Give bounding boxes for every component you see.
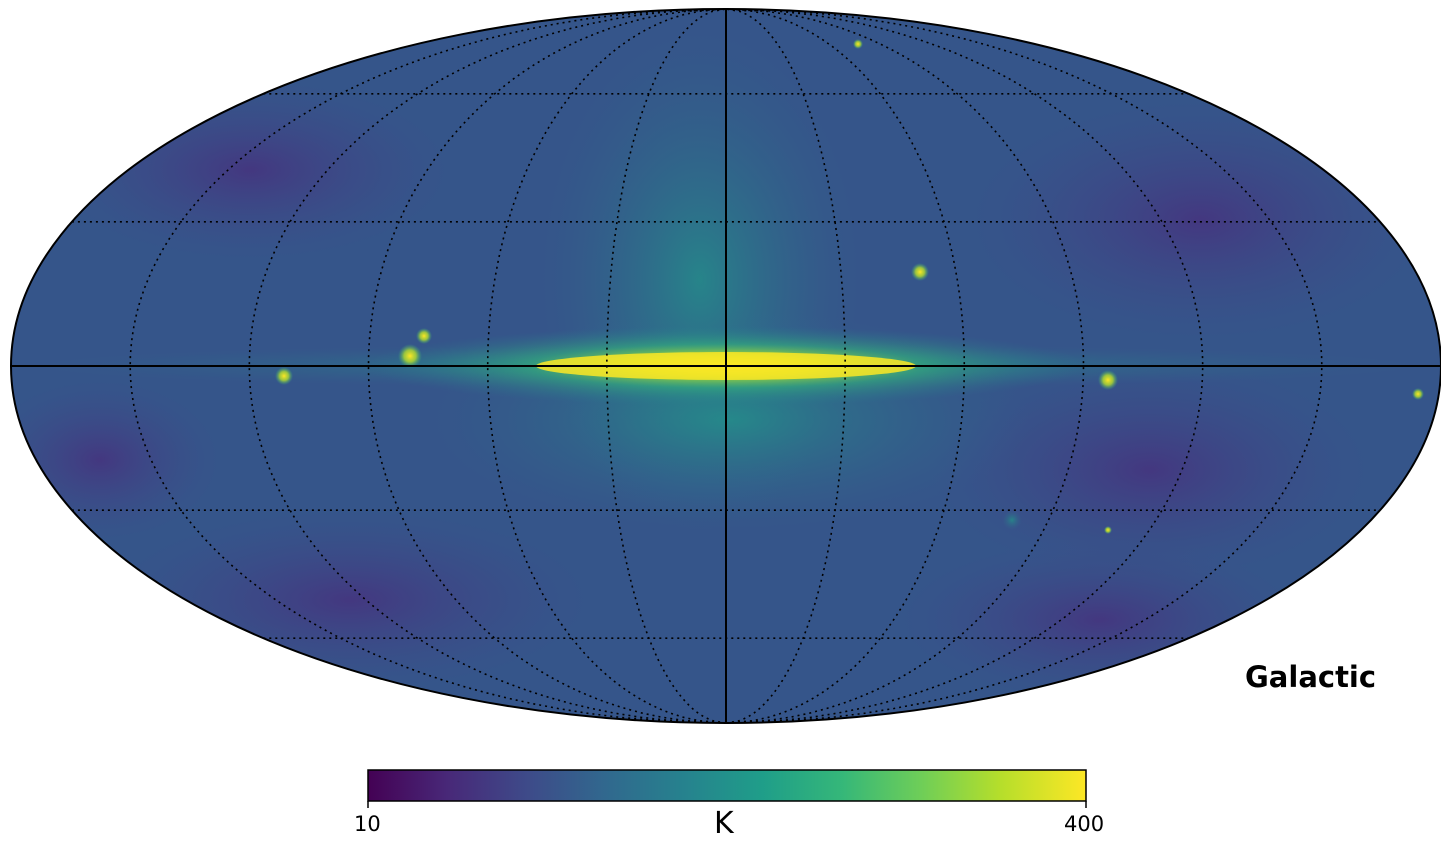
meridian-line xyxy=(486,8,727,724)
colorbar-max-label: 400 xyxy=(1064,812,1105,836)
meridian-line xyxy=(725,8,1204,724)
colorbar-unit-label: K xyxy=(714,806,734,841)
coordinate-system-label: Galactic xyxy=(1245,660,1377,694)
colorbar xyxy=(367,769,1087,802)
colorbar-min-label: 10 xyxy=(354,812,381,836)
meridian-line xyxy=(367,8,727,724)
meridian-line xyxy=(725,8,966,724)
map-border xyxy=(10,8,1441,724)
meridian-line xyxy=(725,8,1085,724)
meridian-line xyxy=(248,8,727,724)
